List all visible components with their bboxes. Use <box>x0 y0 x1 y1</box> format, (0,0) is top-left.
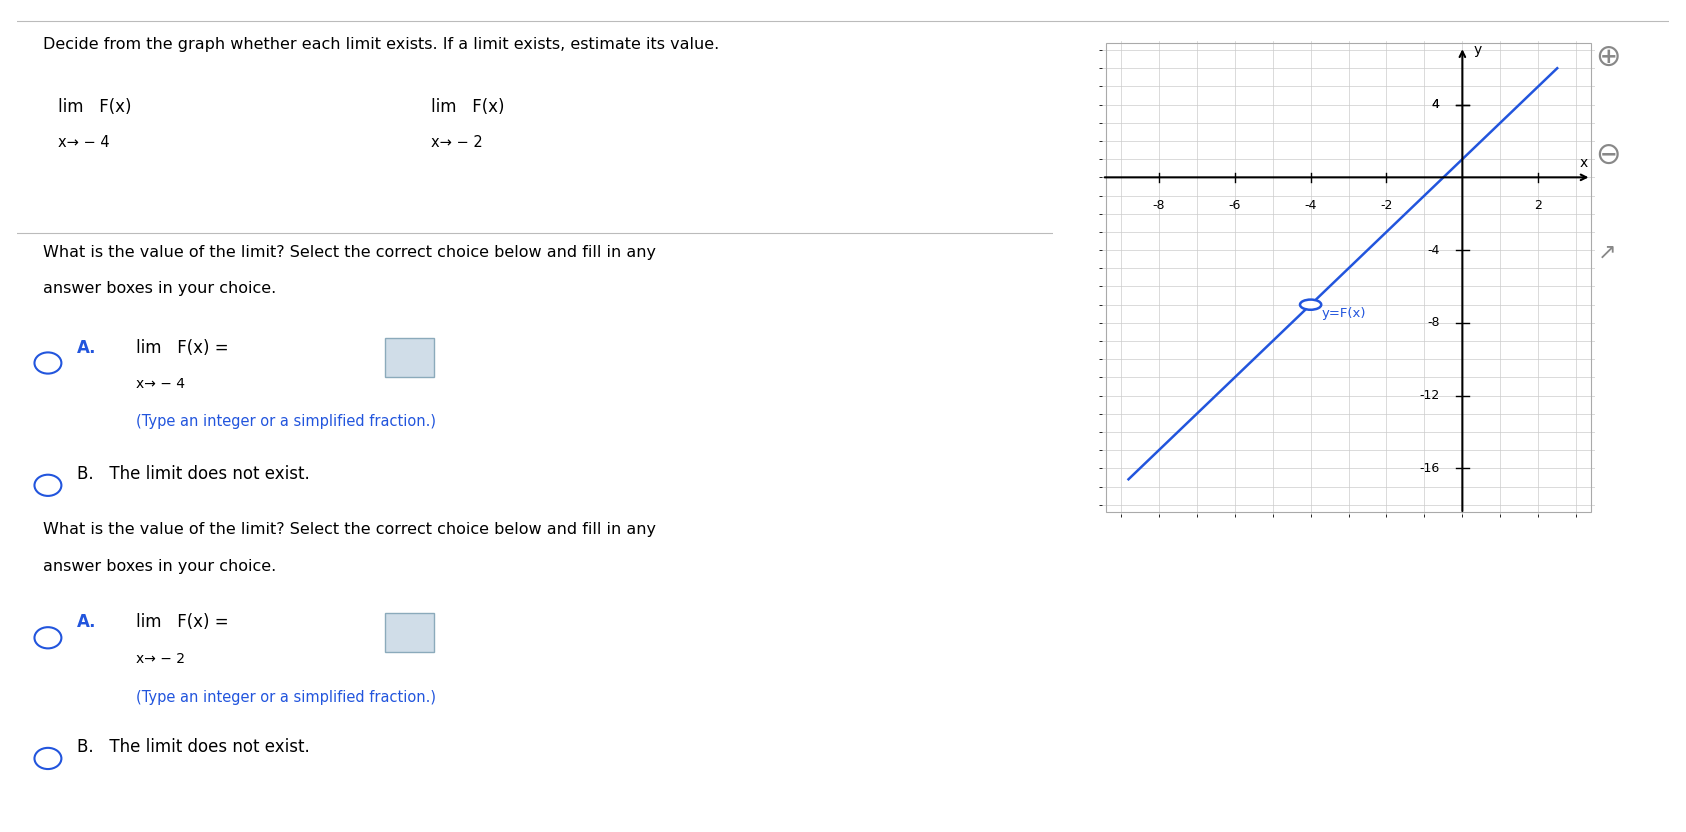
FancyBboxPatch shape <box>384 338 435 377</box>
Text: Decide from the graph whether each limit exists. If a limit exists, estimate its: Decide from the graph whether each limit… <box>42 37 718 52</box>
Text: ⊖: ⊖ <box>1595 141 1620 170</box>
Text: x→ − 2: x→ − 2 <box>137 652 185 666</box>
Text: x→ − 4: x→ − 4 <box>59 135 110 150</box>
Text: B.   The limit does not exist.: B. The limit does not exist. <box>78 465 310 483</box>
Text: lim   F(x): lim F(x) <box>432 98 504 116</box>
Text: (Type an integer or a simplified fraction.): (Type an integer or a simplified fractio… <box>137 690 437 705</box>
Text: lim   F(x) =: lim F(x) = <box>137 613 229 631</box>
Text: (Type an integer or a simplified fraction.): (Type an integer or a simplified fractio… <box>137 414 437 429</box>
Text: x→ − 2: x→ − 2 <box>432 135 482 150</box>
Text: What is the value of the limit? Select the correct choice below and fill in any: What is the value of the limit? Select t… <box>42 245 656 260</box>
Text: x→ − 4: x→ − 4 <box>137 377 185 391</box>
Text: lim   F(x) =: lim F(x) = <box>137 339 229 357</box>
Text: ↗: ↗ <box>1598 243 1617 263</box>
Text: A.: A. <box>78 339 96 357</box>
Text: answer boxes in your choice.: answer boxes in your choice. <box>42 281 277 296</box>
FancyBboxPatch shape <box>384 613 435 652</box>
Text: B.   The limit does not exist.: B. The limit does not exist. <box>78 738 310 756</box>
Text: A.: A. <box>78 613 96 631</box>
Text: ⊕: ⊕ <box>1595 42 1620 72</box>
Text: What is the value of the limit? Select the correct choice below and fill in any: What is the value of the limit? Select t… <box>42 522 656 537</box>
Text: lim   F(x): lim F(x) <box>59 98 132 116</box>
Text: answer boxes in your choice.: answer boxes in your choice. <box>42 559 277 574</box>
